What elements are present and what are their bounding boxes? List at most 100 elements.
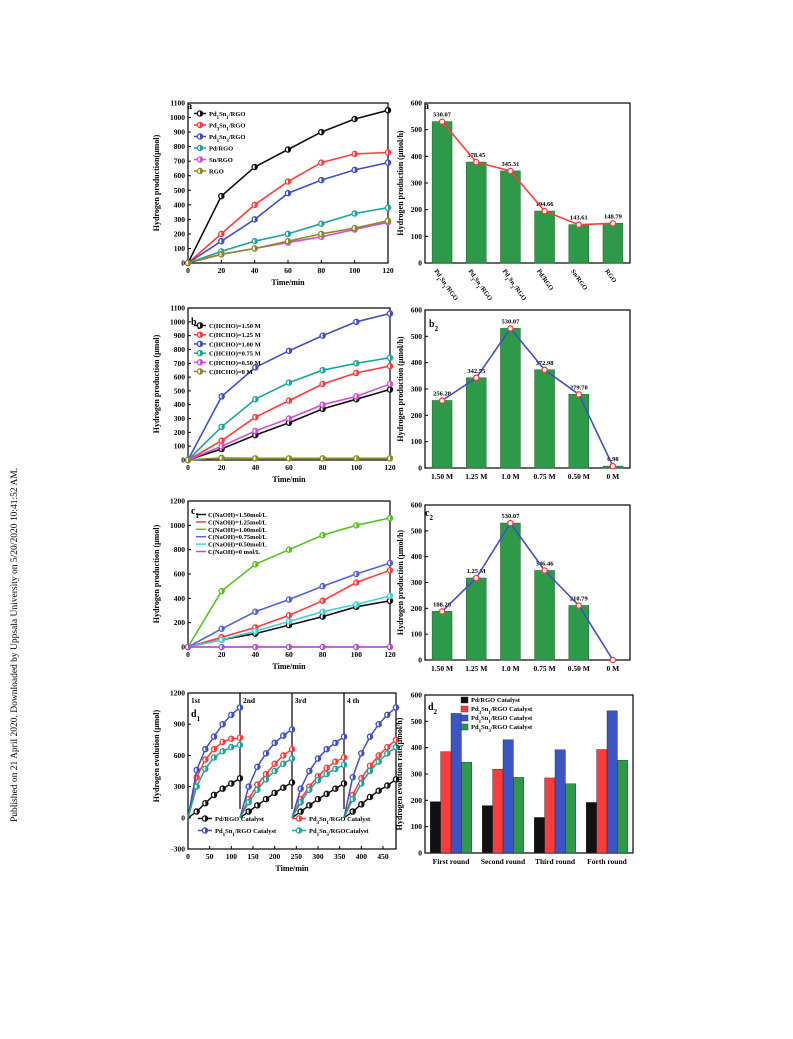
c1-data-point-fill	[221, 626, 225, 632]
c2-bar	[431, 611, 453, 661]
b1-data-point-fill	[322, 333, 326, 339]
c2-trend-point	[609, 656, 617, 664]
b1-data-point-fill	[289, 380, 292, 386]
d1-data-point-fill	[326, 746, 330, 752]
d2-ytick-label: 0	[418, 849, 422, 858]
a2-ylabel: Hydrogen production (μmol/h)	[396, 130, 405, 235]
d1-ylabel: Hydrogen evolution (μmol)	[152, 709, 161, 802]
a2-bar	[500, 170, 521, 264]
d1-data-point-fill	[205, 766, 208, 772]
b1-data-point-fill	[221, 443, 225, 449]
d1-data-point-fill	[378, 721, 382, 727]
a1-xtick-label: 40	[251, 266, 259, 275]
d2-category-label: Forth round	[587, 857, 627, 866]
a2-data-label: 345.31	[501, 161, 519, 168]
d1-data-point-fill	[240, 742, 243, 748]
d1-data-point-fill	[274, 790, 278, 796]
c2-category-label: 1.50 M	[431, 664, 453, 673]
c1-ylabel: Hydrogen production (μmol)	[152, 524, 161, 623]
b1-data-point-fill	[289, 348, 292, 354]
d2-bar	[596, 749, 608, 854]
d1-data-point-fill	[214, 734, 217, 740]
b2-data-label: 372.98	[536, 360, 555, 367]
c1-data-point-fill	[356, 579, 359, 586]
d1-data-point-fill	[248, 784, 252, 790]
b1-legend-label: C(HCHO)=1.25 M	[209, 332, 261, 339]
b1-legend-marker-fill	[200, 368, 203, 375]
d1-xtick-label: 250	[291, 852, 303, 861]
d1-data-point-fill	[396, 744, 399, 750]
b1-data-point-fill	[289, 397, 292, 404]
a1-legend-marker-fill	[200, 145, 203, 151]
d1-data-point-fill	[274, 768, 278, 774]
a2-panel-label: a	[424, 101, 429, 112]
a1-data-point-fill	[388, 205, 391, 211]
d1-ytick-label: 300	[174, 782, 186, 791]
b1-data-point-fill	[356, 360, 359, 366]
d1-data-point-fill	[378, 759, 382, 765]
b2-trend-point	[438, 397, 446, 404]
b1-data-point-fill	[356, 393, 359, 400]
d1-data-point-fill	[205, 800, 208, 806]
b1-ytick-label: 100	[174, 442, 186, 451]
b1-data-point-fill	[356, 455, 359, 461]
c1-xtick-label: 0	[186, 650, 190, 659]
a1-data-point-fill	[354, 167, 358, 173]
b2-panel-label: b2	[429, 319, 439, 333]
d1-data-point-fill	[352, 808, 356, 815]
d1-xtick-label: 0	[186, 852, 190, 861]
b2-category-label: 1.25 M	[465, 472, 487, 481]
c1-xtick-label: 20	[218, 650, 226, 659]
b1-data-point-fill	[356, 319, 359, 325]
c2-ytick-label: 100	[411, 630, 423, 639]
c1-data-point-fill	[255, 628, 258, 634]
b1-data-point-fill	[390, 386, 393, 393]
d1-xtick-label: 200	[269, 852, 281, 861]
a2-trend-point	[473, 158, 480, 166]
d1-data-point-fill	[214, 746, 217, 752]
b1-xtick-label: 40	[252, 463, 260, 472]
a2-data-label: 530.07	[433, 112, 452, 119]
d1-xtick-label: 300	[312, 852, 324, 861]
b1-legend-marker-fill	[200, 322, 203, 329]
c2-ytick-label: 600	[411, 501, 423, 510]
a1-xlabel: Time/min	[271, 278, 305, 287]
c2-trend-point	[541, 567, 548, 574]
d1-data-point-fill	[222, 748, 226, 754]
b1-ytick-label: 700	[174, 359, 186, 368]
b1-ytick-label: 0	[181, 456, 185, 465]
c1-xtick-label: 120	[384, 650, 396, 659]
d1-data-point-fill	[283, 752, 286, 758]
c1-ytick-label: 1000	[170, 521, 185, 530]
c2-data-label: 530.07	[501, 513, 520, 520]
a2-data-label: 194.66	[536, 201, 555, 208]
a1-data-point-fill	[354, 116, 358, 122]
d2-legend-swatch	[460, 696, 469, 704]
c2-data-label: 346.46	[536, 560, 555, 567]
d1-data-point-fill	[387, 782, 390, 789]
b1-data-point-fill	[255, 396, 258, 402]
a1-data-point-fill	[388, 218, 391, 224]
a1-data-point-fill	[221, 193, 224, 199]
b1-legend-label: C(HCHO)=0.75 M	[209, 351, 261, 358]
d1-data-point-fill	[214, 754, 217, 761]
d1-xlabel: Time/min	[275, 864, 309, 873]
c1-legend-label: C(NaOH)=0.75mol/L	[208, 534, 267, 541]
c2-category-label: 0 M	[607, 664, 620, 673]
d1-data-point-fill	[318, 777, 321, 783]
chart-a1-time-course: 0 20 40 60 80 100 120 0 100 200 300 400 500 600 700 800…	[152, 99, 394, 288]
a1-xtick-label: 100	[349, 266, 361, 275]
a2-frame	[424, 102, 631, 264]
c1-xtick-label: 80	[319, 650, 327, 659]
b2-frame	[424, 309, 631, 469]
d1-data-point-fill	[257, 764, 260, 770]
b1-xtick-label: 60	[285, 463, 293, 472]
d1-data-point-fill	[335, 759, 338, 765]
chart-d1-cycling-time-course: 0 50 100 150 200 250 300 350 400 450-300030060090…	[152, 689, 400, 873]
d1-data-point-fill	[370, 763, 373, 769]
a2-bar	[602, 223, 624, 264]
b1-data-point-fill	[255, 364, 258, 371]
c1-data-point-fill	[390, 644, 393, 650]
d1-data-point-fill	[326, 771, 330, 777]
d1-data-point-fill	[300, 808, 304, 815]
